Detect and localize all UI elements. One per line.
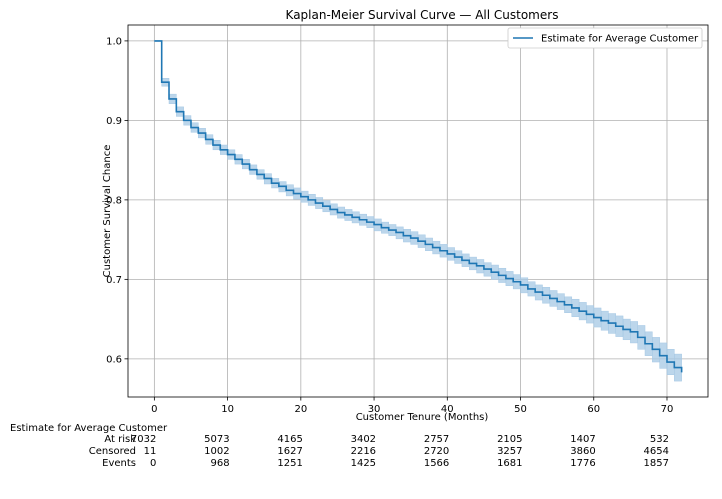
at-risk-row-label: At risk (104, 434, 136, 445)
events-value: 1566 (423, 458, 450, 469)
y-tick-label: 1.0 (106, 36, 122, 47)
at-risk-value: 532 (649, 434, 669, 445)
at-risk-value: 7032 (130, 434, 157, 445)
events-value: 1251 (277, 458, 303, 469)
at-risk-value: 4165 (277, 434, 303, 445)
at-risk-value: 2105 (497, 434, 523, 445)
grid-lines (128, 25, 708, 397)
events-value: 1776 (570, 458, 596, 469)
y-tick-label: 0.6 (106, 354, 122, 365)
legend-box (507, 27, 703, 49)
censored-value: 1002 (204, 446, 230, 457)
y-axis-ticks: 0.6 0.7 0.8 0.9 1.0 (106, 36, 128, 365)
x-tick-label: 60 (587, 404, 600, 415)
x-axis-ticks: 0 10 20 30 40 50 60 70 (151, 397, 673, 415)
plot-area (128, 25, 708, 397)
legend: Estimate for Average Customer (507, 27, 703, 49)
events-value: 1681 (497, 458, 523, 469)
censored-value: 11 (143, 446, 157, 457)
censored-value: 1627 (277, 446, 303, 457)
y-tick-label: 0.8 (106, 195, 122, 206)
plot-frame (127, 24, 709, 398)
x-tick-label: 50 (514, 404, 527, 415)
censored-value: 3257 (497, 446, 523, 457)
legend-entry-label: Estimate for Average Customer (541, 34, 699, 45)
survival-curve (154, 40, 683, 373)
censored-value: 2720 (423, 446, 450, 457)
y-tick-label: 0.9 (106, 116, 122, 127)
chart-title: Kaplan-Meier Survival Curve — All Custom… (286, 8, 559, 22)
events-value: 0 (149, 458, 157, 469)
censored-row-label: Censored (88, 446, 136, 457)
at-risk-value: 1407 (570, 434, 596, 445)
censored-value: 2216 (350, 446, 377, 457)
survival-step-line (154, 40, 683, 373)
x-tick-label: 40 (441, 404, 454, 415)
x-tick-label: 10 (221, 404, 234, 415)
censored-value: 3860 (570, 446, 596, 457)
at-risk-value: 5073 (204, 434, 230, 445)
at-risk-value: 3402 (350, 434, 377, 445)
at-risk-table-title: Estimate for Average Customer (10, 423, 168, 434)
events-value: 1857 (643, 458, 669, 469)
events-row-label: Events (102, 458, 136, 469)
x-tick-label: 70 (661, 404, 674, 415)
events-value: 1425 (350, 458, 377, 469)
at-risk-value: 2757 (423, 434, 450, 445)
y-tick-label: 0.7 (106, 275, 122, 286)
events-value: 968 (210, 458, 230, 469)
x-tick-label: 20 (294, 404, 307, 415)
censored-value: 4654 (643, 446, 669, 457)
y-axis-label: Customer Survival Chance (102, 145, 113, 278)
x-tick-label: 30 (368, 404, 381, 415)
x-tick-label: 0 (151, 404, 157, 415)
x-axis-label: Customer Tenure (Months) (356, 412, 489, 423)
